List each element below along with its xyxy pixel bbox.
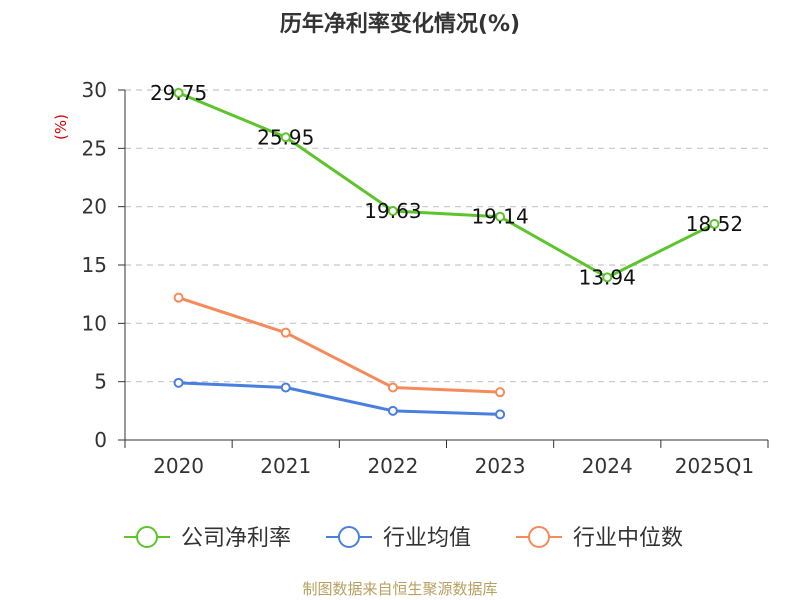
y-tick-label: 10	[82, 311, 107, 335]
data-point	[495, 409, 506, 420]
data-label: 19.63	[364, 199, 421, 223]
data-point	[495, 211, 506, 222]
data-label: 19.14	[471, 205, 528, 229]
series-line-1	[178, 381, 501, 416]
legend-label: 行业均值	[383, 526, 471, 551]
legend-label: 行业中位数	[573, 526, 683, 551]
data-point	[173, 292, 184, 303]
y-tick-label: 0	[94, 428, 107, 452]
data-point	[280, 382, 291, 393]
legend-marker	[528, 526, 550, 548]
data-point	[387, 405, 398, 416]
legend-label: 公司净利率	[181, 526, 291, 551]
y-tick-label: 15	[82, 253, 107, 277]
data-point	[173, 377, 184, 388]
y-axis-label: (%)	[52, 114, 70, 140]
legend-marker	[338, 526, 360, 548]
x-tick-label: 2020	[153, 454, 204, 478]
legend-marker	[136, 526, 158, 548]
series-line-0	[178, 91, 716, 279]
data-labels: 29.75 25.95 19.63 19.14 13.94 18.52	[150, 81, 743, 289]
chart-title: 历年净利率变化情况(%)	[280, 11, 520, 37]
data-point	[280, 327, 291, 338]
data-label: 18.52	[686, 212, 743, 236]
axes: 0 5 10 15 20 25 30 2020 2021 2022 2023 2024 2025Q1	[82, 78, 769, 478]
data-label: 29.75	[150, 81, 207, 105]
data-point	[709, 218, 720, 229]
y-tick-label: 20	[82, 195, 107, 219]
data-point	[387, 205, 398, 216]
y-tick-label: 30	[82, 78, 107, 102]
x-tick-label: 2023	[475, 454, 526, 478]
data-point	[173, 87, 184, 98]
x-tick-label: 2022	[367, 454, 418, 478]
source-note: 制图数据来自恒生聚源数据库	[302, 580, 497, 598]
data-point	[495, 387, 506, 398]
data-point	[387, 382, 398, 393]
data-label: 25.95	[257, 125, 314, 149]
series-line-2	[178, 296, 501, 394]
data-point	[602, 272, 613, 283]
y-tick-label: 5	[94, 370, 107, 394]
x-tick-label: 2025Q1	[675, 454, 754, 478]
data-label: 13.94	[579, 265, 636, 289]
grid-lines	[125, 89, 768, 383]
x-tick-label: 2024	[582, 454, 633, 478]
legend: 公司净利率 行业均值 行业中位数	[124, 526, 683, 551]
series-lines	[173, 87, 720, 420]
x-tick-label: 2021	[260, 454, 311, 478]
y-tick-label: 25	[82, 136, 107, 160]
data-point	[280, 132, 291, 143]
